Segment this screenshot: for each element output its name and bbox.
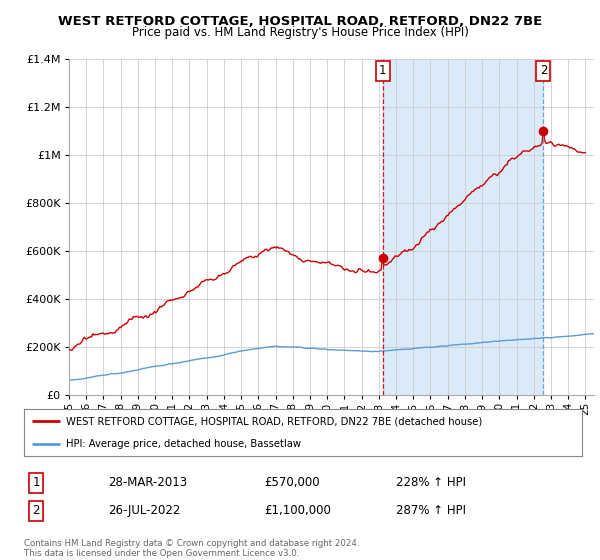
Text: 2: 2	[32, 504, 40, 517]
Text: Contains HM Land Registry data © Crown copyright and database right 2024.
This d: Contains HM Land Registry data © Crown c…	[24, 539, 359, 558]
Text: 26-JUL-2022: 26-JUL-2022	[108, 504, 181, 517]
Text: 228% ↑ HPI: 228% ↑ HPI	[396, 476, 466, 489]
Text: 287% ↑ HPI: 287% ↑ HPI	[396, 504, 466, 517]
Text: 1: 1	[379, 64, 386, 77]
Bar	[383, 59, 544, 395]
Text: WEST RETFORD COTTAGE, HOSPITAL ROAD, RETFORD, DN22 7BE (detached house): WEST RETFORD COTTAGE, HOSPITAL ROAD, RET…	[66, 416, 482, 426]
Text: 2: 2	[539, 64, 547, 77]
Text: 1: 1	[32, 476, 40, 489]
Text: 28-MAR-2013: 28-MAR-2013	[108, 476, 187, 489]
Text: £1,100,000: £1,100,000	[264, 504, 331, 517]
Text: HPI: Average price, detached house, Bassetlaw: HPI: Average price, detached house, Bass…	[66, 439, 301, 449]
Text: £570,000: £570,000	[264, 476, 320, 489]
Text: WEST RETFORD COTTAGE, HOSPITAL ROAD, RETFORD, DN22 7BE: WEST RETFORD COTTAGE, HOSPITAL ROAD, RET…	[58, 15, 542, 27]
Text: Price paid vs. HM Land Registry's House Price Index (HPI): Price paid vs. HM Land Registry's House …	[131, 26, 469, 39]
